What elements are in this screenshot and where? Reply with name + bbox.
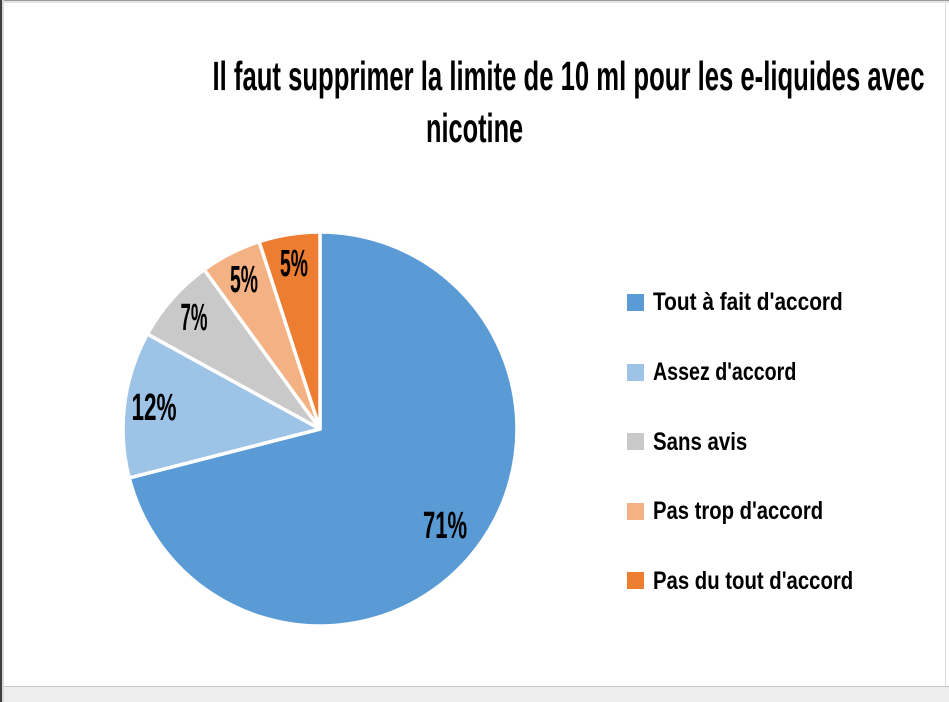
pie-data-label-5: 5% xyxy=(279,242,308,285)
legend-label-1: Tout à fait d'accord xyxy=(653,288,843,316)
pie-data-label-1: 71% xyxy=(422,504,467,547)
pie-data-label-4: 5% xyxy=(230,258,258,301)
legend-swatch-4 xyxy=(627,502,644,520)
legend-swatch-5 xyxy=(627,572,644,589)
legend-label-3: Sans avis xyxy=(653,427,748,456)
window-border-left-inner xyxy=(2,0,4,702)
pie-data-label-3: 7% xyxy=(180,297,208,340)
chart-title-line-2: nicotine xyxy=(425,105,524,151)
window-border-top-inner xyxy=(0,1,949,3)
legend-label-5: Pas du tout d'accord xyxy=(653,566,854,595)
legend-swatch-2 xyxy=(627,363,644,381)
pie-data-label-2: 12% xyxy=(131,387,177,429)
pie-slice-2 xyxy=(121,332,322,480)
window-border-left xyxy=(0,0,2,702)
legend-swatch-1 xyxy=(627,293,644,311)
chart-title-line-1: Il faut supprimer la limite de 10 ml pou… xyxy=(212,53,925,99)
window-bottom-strip xyxy=(0,686,949,702)
pie-slice-5 xyxy=(257,230,322,431)
window-border-right xyxy=(945,3,946,686)
legend-label-4: Pas trop d'accord xyxy=(653,497,824,525)
pie-slice-1 xyxy=(127,230,519,628)
chart-title: Il faut supprimer la limite de 10 ml pou… xyxy=(0,50,949,154)
legend-label-2: Assez d'accord xyxy=(653,358,797,386)
legend-swatch-3 xyxy=(627,433,644,450)
window-border-top xyxy=(0,0,949,1)
